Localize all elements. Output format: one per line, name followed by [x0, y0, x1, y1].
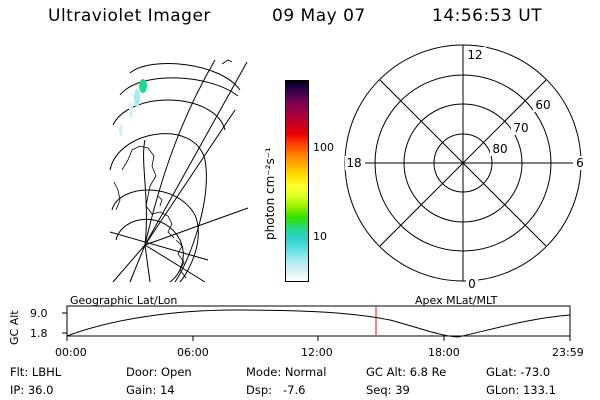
info-door: Door: Open: [126, 365, 192, 379]
mlt-label-12: 12: [467, 48, 482, 62]
timeline-xtick-0000: 00:00: [55, 346, 87, 359]
mlt-label-18: 18: [346, 156, 361, 170]
time-label: 14:56:53 UT: [432, 6, 543, 26]
date-label: 09 May 07: [272, 6, 366, 26]
info-gain: Gain: 14: [126, 383, 175, 397]
info-gc-alt: GC Alt: 6.8 Re: [366, 365, 447, 379]
info-ip: IP: 36.0: [10, 383, 54, 397]
lat-label-70: 70: [513, 121, 528, 135]
info-glat: GLat: -73.0: [486, 365, 551, 379]
timeline-left-title: Geographic Lat/Lon: [70, 294, 178, 307]
lat-label-80: 80: [492, 142, 507, 156]
colorbar-tick-10: 10: [313, 230, 327, 243]
mlt-label-0: 0: [468, 277, 476, 291]
info-seq: Seq: 39: [366, 383, 410, 397]
lat-label-60: 60: [535, 98, 550, 112]
timeline-xtick-1800: 18:00: [428, 346, 460, 359]
info-dsp: Dsp: -7.6: [246, 383, 306, 397]
timeline-ytick-1-8: 1.8: [30, 327, 48, 340]
colorbar-tick-100: 100: [313, 141, 334, 154]
timeline-xtick-1200: 12:00: [301, 346, 333, 359]
info-flt: Flt: LBHL: [10, 365, 62, 379]
timeline-xtick-2359: 23:59: [552, 346, 584, 359]
timeline-ytick-9: 9.0: [30, 307, 48, 320]
info-glon: GLon: 133.1: [486, 383, 556, 397]
timeline-xtick-0600: 06:00: [177, 346, 209, 359]
info-mode: Mode: Normal: [246, 365, 327, 379]
instrument-title: Ultraviolet Imager: [48, 6, 211, 26]
timeline-right-title: Apex MLat/MLT: [415, 294, 498, 307]
mlt-label-6: 6: [576, 156, 584, 170]
colorbar: [285, 80, 309, 282]
